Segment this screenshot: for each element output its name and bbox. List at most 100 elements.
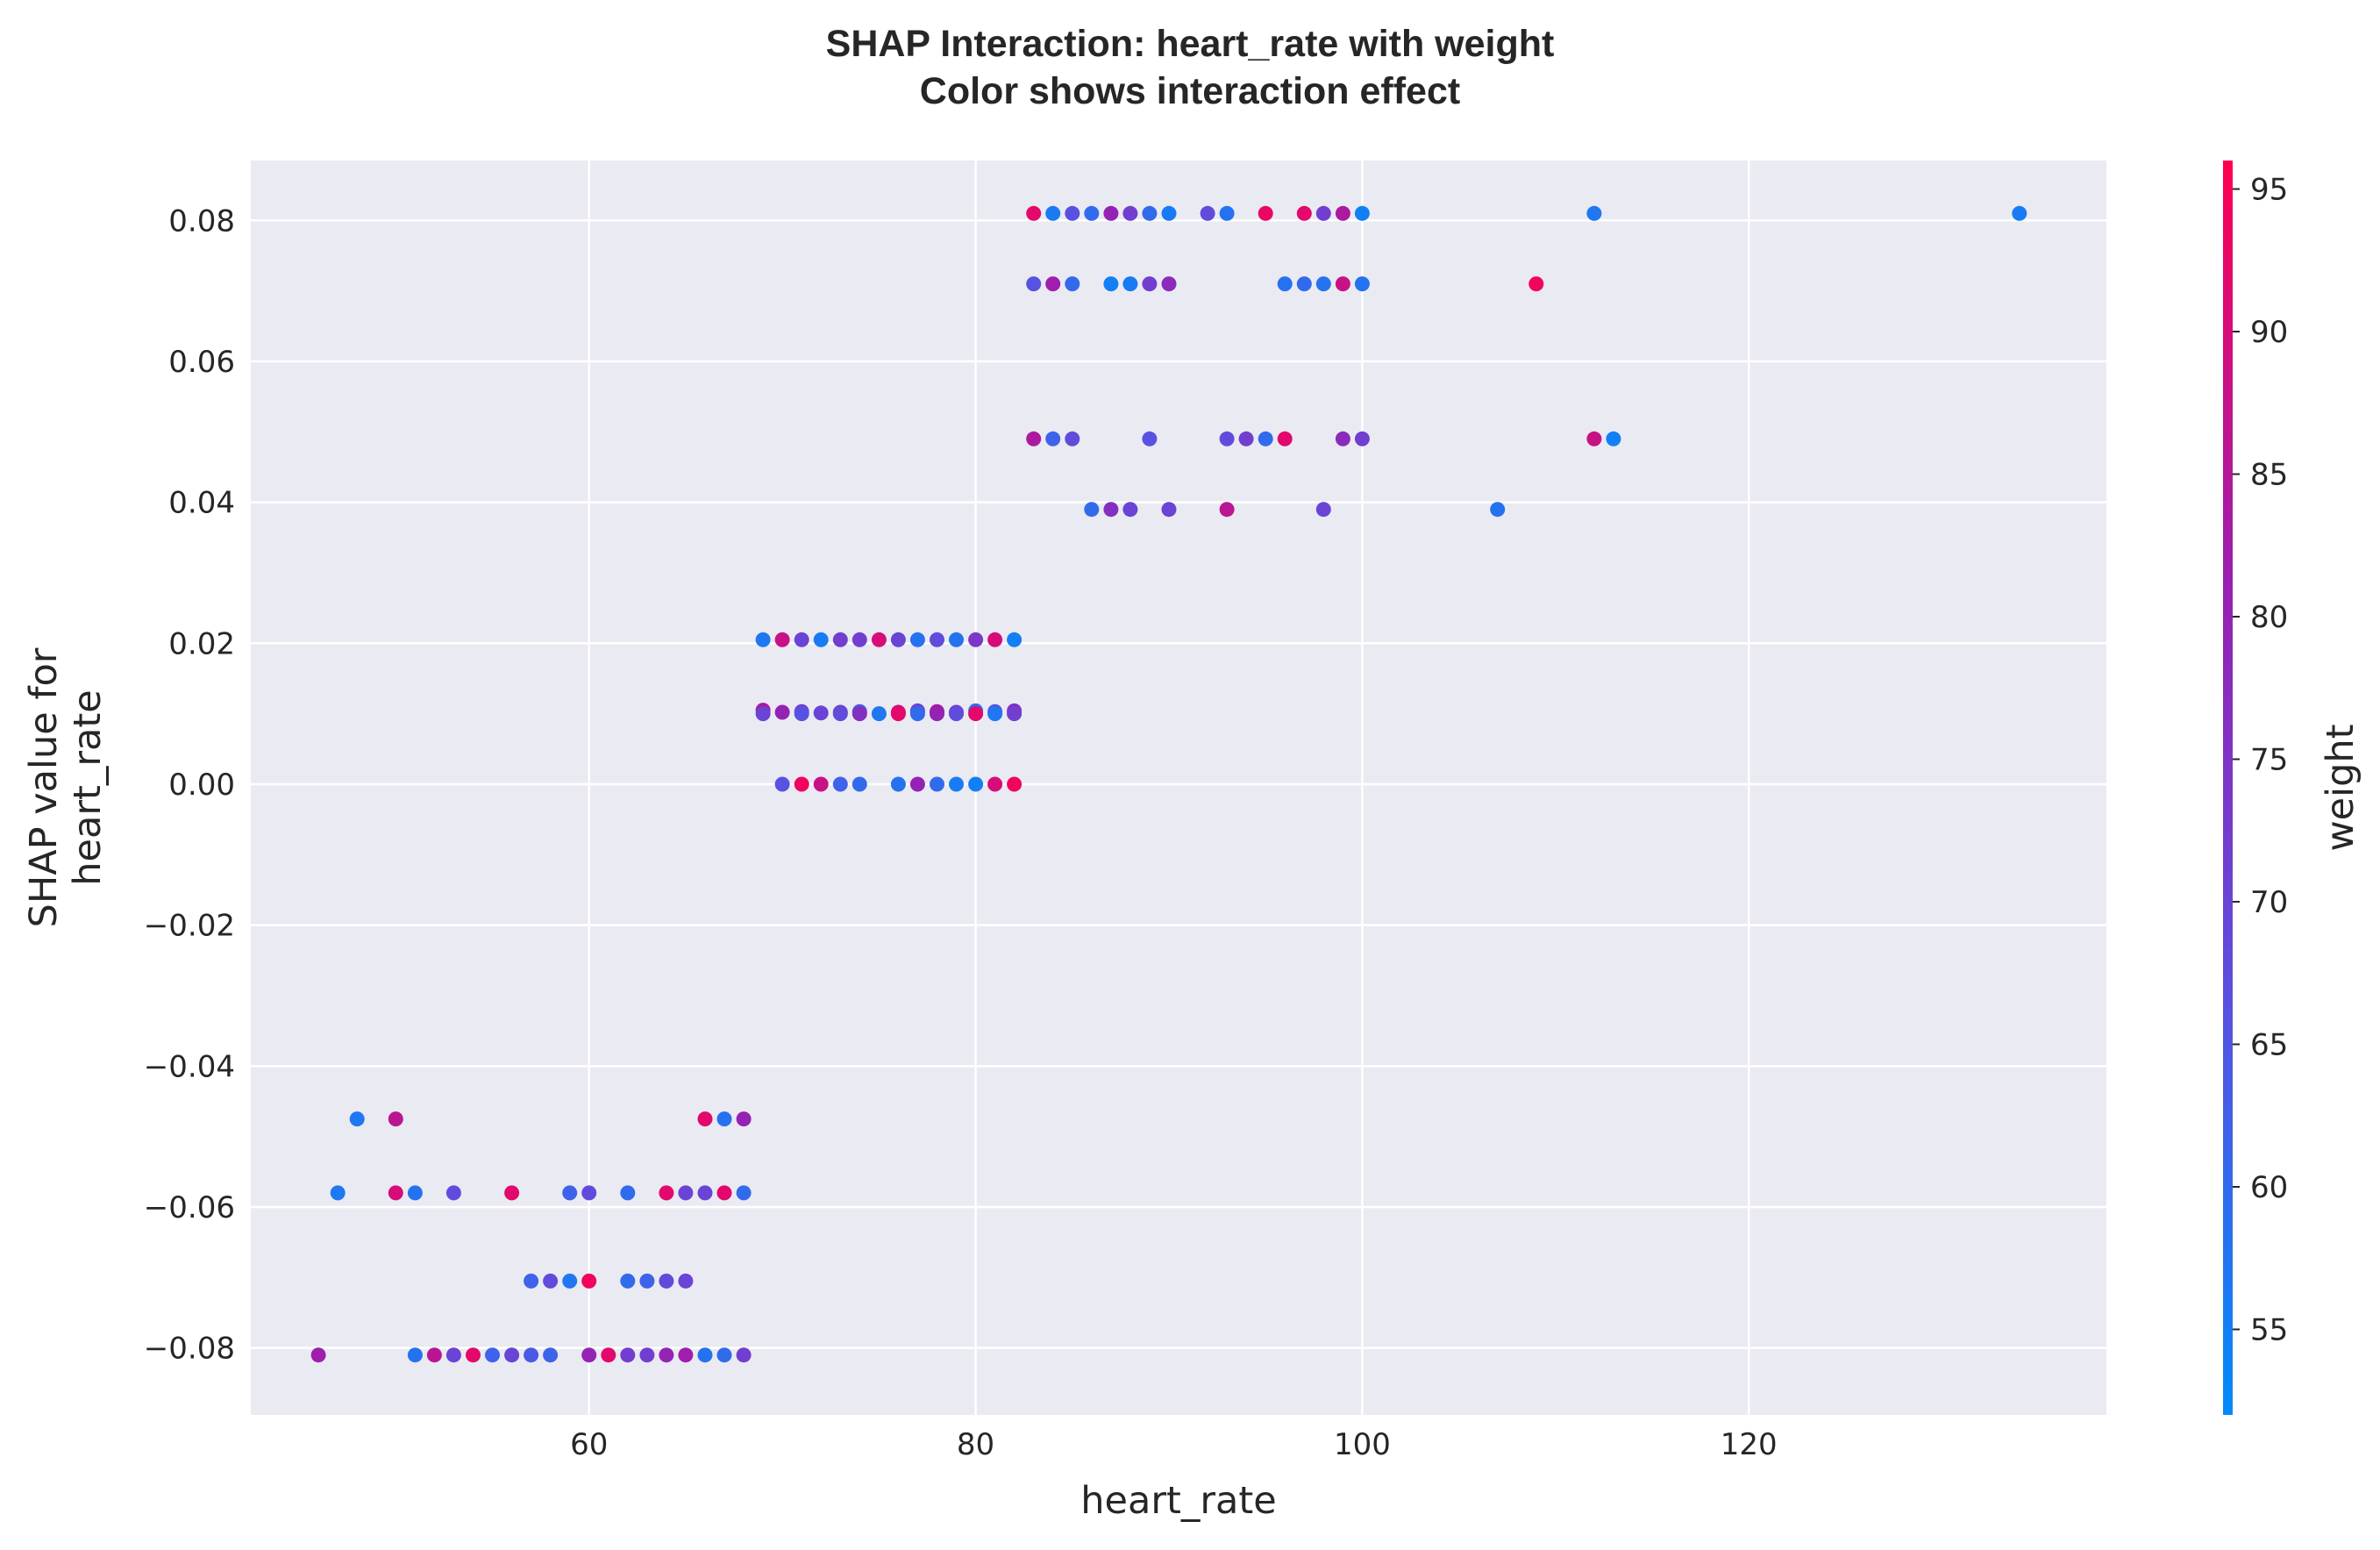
data-point xyxy=(1142,431,1158,446)
data-point xyxy=(697,1347,713,1363)
data-point xyxy=(774,776,790,792)
data-point xyxy=(755,706,771,722)
data-point xyxy=(987,632,1003,647)
data-point xyxy=(1122,276,1138,292)
data-point xyxy=(524,1347,539,1363)
y-tick-label: −0.08 xyxy=(144,1332,235,1367)
chart-title-line-1: SHAP Interaction: heart_rate with weight xyxy=(826,23,1555,65)
data-point xyxy=(407,1347,423,1363)
data-point xyxy=(1335,276,1350,292)
data-point xyxy=(1258,431,1273,446)
data-point xyxy=(794,632,809,647)
data-point xyxy=(1103,276,1119,292)
data-point xyxy=(716,1185,732,1201)
data-point xyxy=(1219,205,1235,221)
data-point xyxy=(794,776,809,792)
data-point xyxy=(310,1347,326,1363)
data-point xyxy=(774,632,790,647)
data-point xyxy=(1335,205,1350,221)
data-point xyxy=(987,776,1003,792)
data-point xyxy=(930,776,944,792)
colorbar-tick-label: 75 xyxy=(2250,743,2288,778)
y-tick-label: −0.06 xyxy=(144,1190,235,1225)
y-tick-label: −0.02 xyxy=(144,909,235,944)
y-axis-label-line-1: SHAP value for xyxy=(22,647,66,927)
data-point xyxy=(1007,776,1023,792)
data-point xyxy=(504,1185,520,1201)
data-point xyxy=(1277,276,1293,292)
data-point xyxy=(716,1111,732,1127)
data-point xyxy=(1161,205,1177,221)
grid-lines xyxy=(251,161,2106,1415)
y-axis-label-line-2: heart_rate xyxy=(66,689,110,885)
y-tick-label: 0.02 xyxy=(168,626,235,661)
data-point xyxy=(543,1347,559,1363)
data-point xyxy=(562,1185,578,1201)
data-point xyxy=(620,1347,636,1363)
data-point xyxy=(466,1347,481,1363)
data-point xyxy=(909,632,925,647)
data-point xyxy=(1161,502,1177,518)
data-point xyxy=(581,1185,597,1201)
data-point xyxy=(445,1347,461,1363)
data-point xyxy=(1065,276,1080,292)
colorbar-tick-label: 80 xyxy=(2250,600,2288,635)
data-point xyxy=(581,1273,597,1289)
chart-title-line-2: Color shows interaction effect xyxy=(920,70,1460,112)
colorbar-tick-label: 55 xyxy=(2250,1313,2288,1348)
data-point xyxy=(1296,276,1312,292)
data-point xyxy=(890,776,906,792)
data-point xyxy=(1084,502,1100,518)
y-axis-ticks: −0.08 −0.06 −0.04 −0.02 0.00 0.02 0.04 0.06 0.08 xyxy=(144,204,235,1366)
data-point xyxy=(736,1347,752,1363)
data-point xyxy=(620,1185,636,1201)
data-point xyxy=(832,632,848,647)
data-point xyxy=(1122,502,1138,518)
data-point xyxy=(601,1347,616,1363)
colorbar xyxy=(2223,161,2233,1415)
x-tick-label: 60 xyxy=(570,1427,608,1462)
colorbar-tick-label: 90 xyxy=(2250,315,2288,350)
data-point xyxy=(1315,205,1331,221)
y-tick-label: 0.00 xyxy=(168,768,235,803)
data-point xyxy=(852,632,867,647)
data-point xyxy=(1277,431,1293,446)
data-point xyxy=(890,706,906,722)
data-point xyxy=(1142,205,1158,221)
data-point xyxy=(1606,431,1621,446)
data-point xyxy=(2012,205,2027,221)
data-point xyxy=(1065,205,1080,221)
data-point xyxy=(639,1273,655,1289)
data-point xyxy=(581,1347,597,1363)
data-point xyxy=(1161,276,1177,292)
data-point xyxy=(968,706,984,722)
x-tick-label: 80 xyxy=(957,1427,994,1462)
data-point xyxy=(1315,502,1331,518)
data-point xyxy=(659,1347,674,1363)
data-point xyxy=(445,1185,461,1201)
data-point xyxy=(1045,205,1061,221)
data-point xyxy=(697,1185,713,1201)
data-point xyxy=(832,706,848,722)
data-point xyxy=(1219,502,1235,518)
data-point xyxy=(678,1347,694,1363)
data-point xyxy=(1026,276,1042,292)
data-point xyxy=(524,1273,539,1289)
data-point xyxy=(774,704,790,720)
plot-area xyxy=(251,161,2106,1415)
data-point xyxy=(736,1185,752,1201)
data-point xyxy=(620,1273,636,1289)
data-point xyxy=(852,776,867,792)
data-point xyxy=(1354,431,1370,446)
data-point xyxy=(1026,205,1042,221)
data-point xyxy=(832,776,848,792)
data-point xyxy=(678,1273,694,1289)
data-point xyxy=(968,632,984,647)
data-point xyxy=(1238,431,1254,446)
data-point xyxy=(1219,431,1235,446)
data-point xyxy=(639,1347,655,1363)
data-point xyxy=(1490,502,1506,518)
data-point xyxy=(1142,276,1158,292)
data-point xyxy=(697,1111,713,1127)
